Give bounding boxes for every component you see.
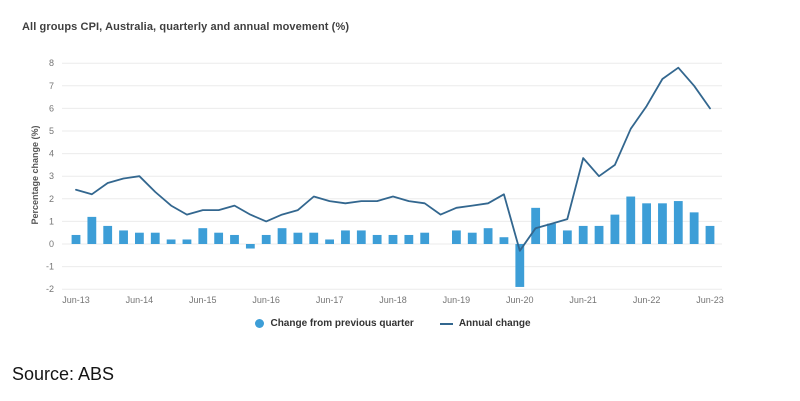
x-tick-label: Jun-17	[316, 295, 344, 305]
source-attribution: Source: ABS	[12, 364, 115, 384]
bar-Mar-23	[689, 212, 699, 244]
y-tick-label: -1	[46, 262, 54, 272]
bar-Sep-17	[341, 230, 350, 244]
bar-Sep-13	[87, 216, 97, 244]
bar-Dec-16	[293, 232, 303, 244]
bar-Dec-17	[356, 230, 366, 244]
y-tick-label: 0	[49, 239, 54, 249]
x-tick-label: Jun-23	[696, 295, 724, 305]
bar-Mar-14	[119, 230, 128, 244]
x-tick-label: Jun-16	[252, 295, 280, 305]
bar-Jun-16	[261, 234, 271, 244]
bar-Jun-14	[135, 232, 144, 244]
x-tick-label: Jun-20	[506, 295, 534, 305]
y-tick-label: 1	[49, 216, 54, 226]
legend-item-quarterly-change: Change from previous quarter	[255, 318, 414, 329]
legend-circle-marker-icon	[255, 319, 265, 328]
bar-Jun-15	[198, 228, 208, 244]
bar-Dec-14	[166, 239, 176, 244]
y-tick-label: 7	[49, 81, 54, 91]
bar-Jun-17	[325, 239, 334, 244]
bar-Dec-19	[483, 228, 493, 244]
bar-Sep-18	[404, 234, 414, 244]
legend-item-annual-change: Annual change	[439, 318, 531, 329]
bar-Dec-18	[420, 232, 430, 244]
bar-Jun-13	[71, 234, 81, 244]
bar-Sep-22	[658, 203, 667, 244]
bar-Sep-21	[594, 225, 604, 244]
bar-Sep-15	[214, 232, 224, 244]
bar-Jun-18	[388, 234, 398, 244]
x-tick-label: Jun-19	[443, 295, 471, 305]
bar-Dec-21	[610, 214, 620, 244]
bar-Dec-15	[230, 234, 239, 244]
bar-Mar-15	[182, 239, 192, 244]
bar-Jun-21	[578, 225, 588, 244]
y-tick-label: 8	[49, 58, 54, 68]
bar-Jun-19	[452, 230, 461, 244]
bar-Sep-19	[467, 232, 477, 244]
bar-Mar-20	[499, 237, 509, 244]
chart-title: All groups CPI, Australia, quarterly and…	[22, 21, 350, 33]
x-tick-label: Jun-18	[379, 295, 407, 305]
legend-label-annual-change: Annual change	[458, 318, 531, 329]
y-tick-label: -2	[46, 284, 54, 294]
bar-Dec-13	[103, 225, 113, 244]
legend-label-quarterly-change: Change from previous quarter	[270, 318, 414, 329]
chart-legend: Change from previous quarter Annual chan…	[0, 318, 786, 329]
bar-Mar-17	[309, 232, 319, 244]
y-tick-label: 2	[49, 194, 54, 204]
legend-line-marker-icon	[439, 322, 453, 325]
bar-Dec-20	[547, 223, 556, 244]
x-tick-label: Jun-22	[633, 295, 661, 305]
bar-Sep-20	[531, 207, 541, 244]
y-tick-label: 3	[49, 171, 54, 181]
y-tick-label: 6	[49, 103, 54, 113]
bar-Mar-18	[372, 234, 382, 244]
bar-Sep-14	[150, 232, 160, 244]
y-tick-label: 5	[49, 126, 54, 136]
x-tick-label: Jun-13	[62, 295, 90, 305]
cpi-combo-chart: -2 -1 0 1 2 3 4 5 6 7 8 Jun-13 Jun-14 Jun-15 Jun-16 Jun…	[46, 58, 724, 305]
y-tick-label: 4	[49, 149, 54, 159]
bar-Jun-23	[705, 225, 715, 244]
bar-Jun-20	[515, 244, 525, 287]
bar-Mar-22	[626, 196, 636, 244]
bar-Mar-16	[245, 244, 255, 249]
bar-Jun-22	[642, 203, 651, 244]
annual-change-line	[75, 66, 711, 252]
bar-Mar-21	[562, 230, 572, 244]
bar-Sep-16	[277, 228, 287, 244]
bar-Dec-22	[673, 201, 683, 244]
x-tick-label: Jun-15	[189, 295, 217, 305]
x-tick-label: Jun-21	[569, 295, 597, 305]
x-tick-label: Jun-14	[126, 295, 154, 305]
